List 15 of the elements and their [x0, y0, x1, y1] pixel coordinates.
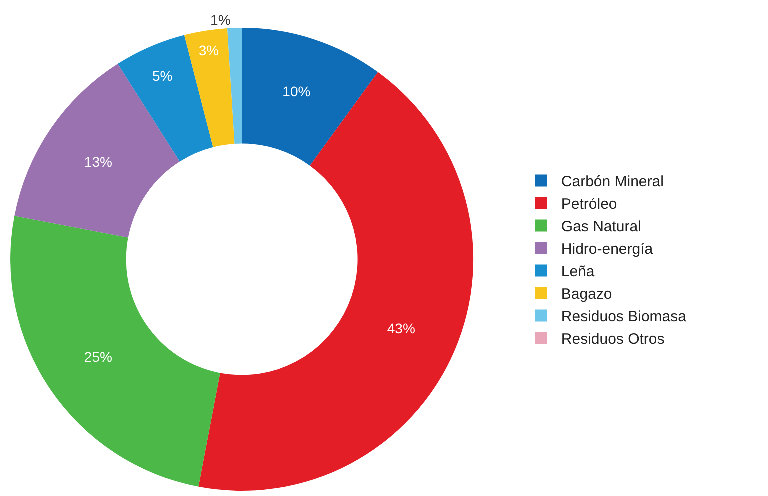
data-label: 13% — [84, 154, 112, 170]
legend-label: Leña — [561, 264, 596, 281]
data-label: 3% — [198, 42, 220, 59]
data-label: 43% — [387, 320, 416, 336]
legend-label: Carbón Mineral — [561, 174, 664, 191]
legend-label: Bagazo — [561, 286, 612, 304]
legend-label: Residuos Otros — [561, 331, 665, 348]
data-label: 10% — [282, 83, 311, 100]
legend-label: Hidro-energía — [561, 241, 654, 258]
data-label: 1% — [210, 12, 231, 28]
legend-label: Residuos Biomasa — [561, 308, 688, 326]
legend-label: Petróleo — [561, 196, 618, 214]
data-label: 5% — [152, 68, 173, 84]
data-label: 25% — [84, 349, 112, 366]
legend-label: Gas Natural — [561, 218, 642, 236]
